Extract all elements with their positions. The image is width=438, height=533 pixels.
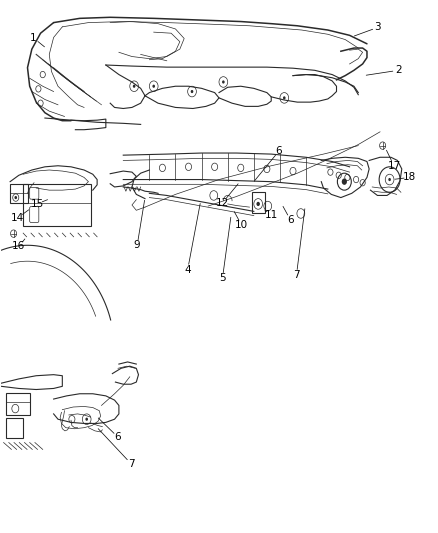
Circle shape — [342, 179, 347, 185]
Text: 18: 18 — [403, 172, 416, 182]
Text: 9: 9 — [134, 240, 141, 251]
Text: 3: 3 — [374, 22, 381, 33]
Text: 5: 5 — [219, 273, 226, 283]
Text: 11: 11 — [265, 209, 278, 220]
Circle shape — [222, 80, 225, 84]
Circle shape — [389, 178, 391, 181]
Text: 4: 4 — [184, 265, 191, 274]
Text: 1: 1 — [30, 33, 37, 43]
Text: 14: 14 — [11, 213, 25, 223]
Text: 17: 17 — [387, 161, 401, 171]
Text: 6: 6 — [287, 215, 294, 225]
Circle shape — [133, 85, 135, 88]
Text: 16: 16 — [12, 241, 25, 252]
Text: 6: 6 — [276, 146, 283, 156]
Circle shape — [152, 85, 155, 88]
Circle shape — [191, 90, 193, 93]
Text: 6: 6 — [115, 432, 121, 442]
Circle shape — [283, 96, 286, 100]
Text: 10: 10 — [235, 220, 248, 230]
Text: 7: 7 — [128, 459, 134, 469]
Text: 12: 12 — [216, 198, 229, 208]
Circle shape — [256, 202, 260, 206]
Text: 7: 7 — [293, 270, 300, 280]
Text: 2: 2 — [395, 66, 402, 75]
Circle shape — [85, 418, 88, 421]
Text: 15: 15 — [31, 199, 44, 209]
Circle shape — [14, 196, 17, 199]
